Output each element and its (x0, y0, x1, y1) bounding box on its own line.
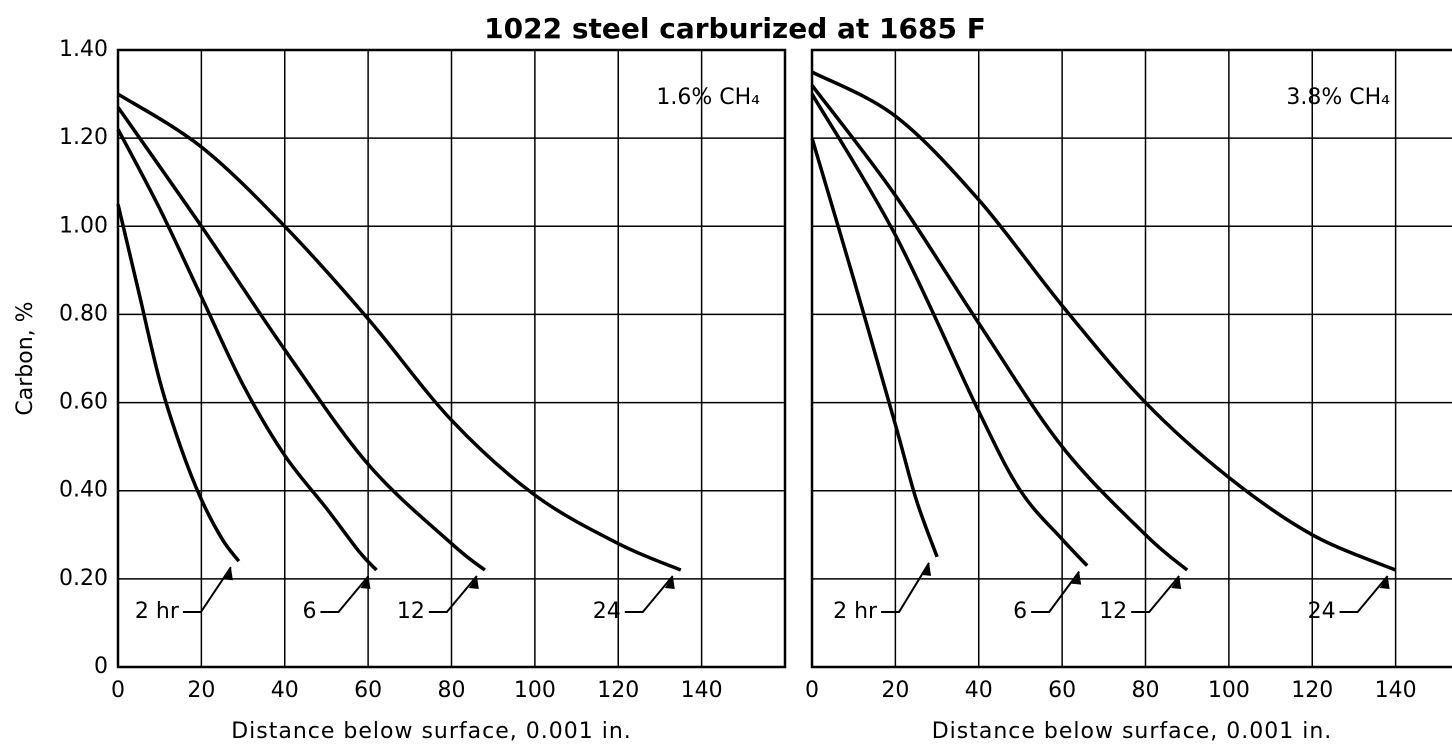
label-arrow (320, 575, 370, 613)
label-arrow (428, 575, 478, 613)
y-tick-label: 0.20 (59, 566, 108, 591)
arrow-head (360, 576, 371, 590)
chart-title: 1022 steel carburized at 1685 F (484, 12, 986, 45)
arrow-head (1379, 576, 1390, 590)
y-tick-label: 1.00 (59, 213, 108, 238)
arrow-head (222, 567, 233, 581)
y-tick-label: 1.40 (59, 37, 108, 62)
x-tick-label: 140 (681, 678, 723, 703)
curve (116, 203, 241, 563)
y-tick-label: 0.40 (59, 478, 108, 503)
y-tick-label: 0 (94, 654, 108, 679)
x-tick-label: 80 (1132, 678, 1160, 703)
x-tick-label: 100 (1208, 678, 1250, 703)
y-tick-label: 1.20 (59, 125, 108, 150)
plot-frame (116, 48, 787, 669)
series-label: 12 (1099, 599, 1127, 624)
label-arrow (182, 566, 232, 613)
plot-frame (810, 48, 1452, 669)
curve (810, 84, 1189, 572)
series-label: 2 hr (833, 599, 878, 624)
label-arrow (1131, 575, 1180, 613)
x-tick-label: 60 (354, 678, 382, 703)
label-arrow (881, 562, 930, 613)
series-label: 24 (593, 599, 621, 624)
annotation: 1.6% CH₄ (656, 85, 760, 110)
series-label: 2 hr (135, 599, 180, 624)
x-tick-label: 40 (271, 678, 299, 703)
label-arrow (624, 575, 674, 613)
x-tick-label: 80 (438, 678, 466, 703)
x-tick-label: 0 (805, 678, 819, 703)
curve (117, 92, 682, 572)
x-tick-label: 20 (881, 678, 909, 703)
x-tick-label: 0 (111, 678, 125, 703)
arrow-head (1171, 576, 1182, 590)
x-axis-label: Distance below surface, 0.001 in. (231, 719, 632, 744)
curve (810, 137, 939, 558)
curve (811, 70, 1397, 572)
curve (810, 93, 1089, 567)
series-label: 12 (397, 599, 425, 624)
y-tick-label: 0.60 (59, 390, 108, 415)
x-tick-label: 120 (1291, 678, 1333, 703)
annotation: 3.8% CH₄ (1286, 85, 1390, 110)
series-label: 24 (1308, 599, 1336, 624)
x-axis-label: Distance below surface, 0.001 in. (932, 719, 1333, 744)
x-tick-label: 140 (1375, 678, 1417, 703)
label-arrow (1339, 575, 1389, 613)
series-label: 6 (1013, 599, 1027, 624)
arrow-head (921, 562, 932, 576)
x-tick-label: 60 (1048, 678, 1076, 703)
label-arrow (1031, 571, 1080, 613)
curve (116, 128, 378, 572)
curve (116, 106, 486, 572)
arrow-head (1071, 571, 1082, 585)
y-axis-label: Carbon, % (13, 301, 38, 415)
arrow-head (664, 576, 675, 590)
series-label: 6 (302, 599, 316, 624)
x-tick-label: 40 (965, 678, 993, 703)
x-tick-label: 20 (187, 678, 215, 703)
y-tick-label: 0.80 (59, 301, 108, 326)
x-tick-label: 120 (597, 678, 639, 703)
x-tick-label: 100 (514, 678, 556, 703)
arrow-head (468, 576, 479, 590)
